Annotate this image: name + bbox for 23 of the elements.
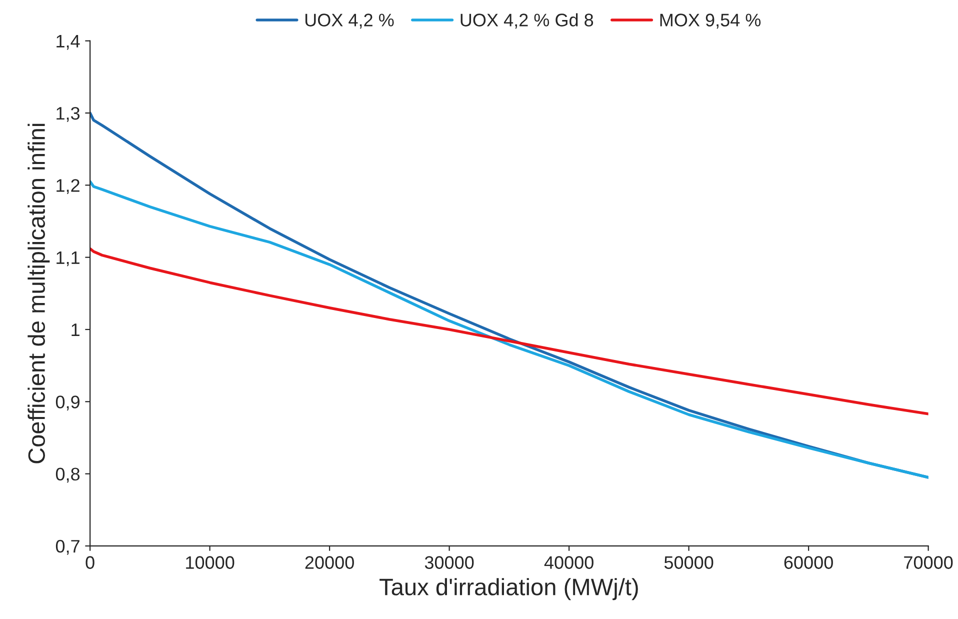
x-tick-label: 40000 [544,556,594,569]
legend-label: UOX 4,2 % [305,14,394,29]
x-tick-label: 50000 [664,556,714,569]
x-tick-label: 30000 [424,556,474,569]
x-tick-label: 10000 [186,556,234,569]
x-tick-label: 0 [86,556,94,569]
legend-label: UOX 4,2 % Gd 8 [460,13,594,29]
y-tick-label: 1 [72,324,80,336]
x-tick-label: 70000 [904,556,953,569]
x-tick-label: 20000 [305,556,354,569]
y-tick-label: 1,3 [56,106,80,122]
y-tick-label: 1,4 [56,34,80,50]
y-tick-label: 0,8 [56,468,80,483]
y-tick-label: 0,7 [56,540,80,555]
y-tick-label: 1,2 [56,179,80,194]
x-tick-label: 60000 [784,556,833,569]
line-series [90,247,928,416]
y-axis-title: Coefficient de multiplication infini [28,124,50,464]
y-tick-label: 0,9 [56,396,80,410]
line-series [90,180,928,479]
x-axis-title: Taux d'irradiation (MWj/t) [380,578,638,600]
legend-label: MOX 9,54 % [660,14,761,29]
y-tick-label: 1,1 [56,251,80,266]
